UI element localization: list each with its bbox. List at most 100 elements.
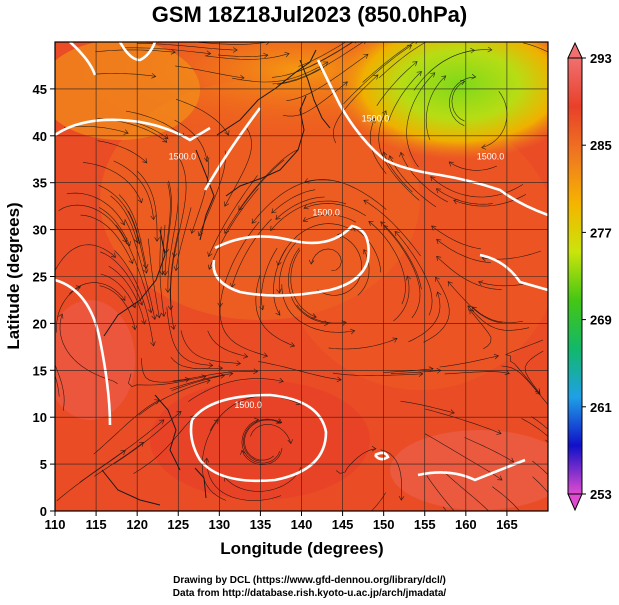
colorbar-tick-label: 253: [590, 487, 612, 502]
streamline: [208, 188, 259, 270]
streamline: [430, 176, 524, 198]
streamline: [425, 75, 447, 141]
streamline: [436, 239, 491, 264]
streamline-arrowhead: [204, 157, 210, 163]
streamline: [424, 433, 503, 481]
streamline-arrowhead: [449, 409, 455, 415]
contour-label: 1500.0: [362, 114, 390, 124]
streamline-arrowhead: [398, 495, 405, 501]
streamline-arrowhead: [238, 205, 244, 211]
streamline: [394, 231, 433, 316]
streamline-arrowhead: [471, 73, 477, 80]
streamline: [95, 73, 156, 77]
streamline: [206, 458, 282, 501]
streamline-arrowhead: [363, 199, 369, 205]
streamline: [169, 373, 233, 390]
streamline-arrowhead: [566, 560, 571, 565]
y-tick-label: 45: [33, 82, 47, 97]
streamline-arrowhead: [125, 240, 131, 247]
streamline-arrowhead: [469, 309, 475, 315]
streamline-arrowhead: [284, 52, 290, 58]
streamline-arrowhead: [287, 439, 293, 445]
streamline-arrowhead: [170, 49, 176, 55]
streamline: [243, 418, 282, 462]
colorbar-min-arrow: [567, 493, 583, 512]
streamline-arrowhead: [471, 306, 477, 312]
streamline-arrowhead: [224, 130, 230, 136]
streamline-arrowhead: [239, 74, 245, 81]
streamline-arrowhead: [213, 419, 219, 425]
streamline-arrowhead: [262, 352, 269, 358]
x-tick-label: 135: [250, 517, 272, 532]
x-tick-label: 150: [373, 517, 395, 532]
streamline-arrowhead: [138, 441, 145, 447]
streamline: [224, 159, 285, 234]
streamline: [436, 188, 493, 205]
streamline: [138, 379, 211, 416]
x-tick-label: 130: [208, 517, 230, 532]
streamline-arrowhead: [162, 137, 168, 143]
streamline: [376, 61, 418, 106]
streamline: [388, 71, 422, 122]
streamline: [100, 273, 136, 308]
streamline: [232, 61, 329, 83]
streamline-arrowhead: [275, 310, 281, 316]
x-tick-label: 155: [414, 517, 436, 532]
credit-line-dcl: Drawing by DCL (https://www.gfd-dennou.o…: [173, 575, 446, 586]
streamline: [171, 375, 225, 391]
streamline: [173, 154, 187, 258]
y-tick-label: 20: [33, 316, 47, 331]
streamline-arrowhead: [418, 371, 424, 377]
streamline-arrowhead: [159, 270, 165, 276]
streamline: [97, 140, 148, 164]
streamline-arrowhead: [431, 225, 437, 231]
streamline-arrowhead: [207, 264, 214, 270]
streamline-arrowhead: [323, 61, 329, 67]
streamline-arrowhead: [436, 291, 442, 297]
streamline: [217, 54, 268, 57]
colorbar-ramp: [568, 58, 582, 494]
streamline: [224, 466, 302, 492]
streamline: [170, 249, 176, 330]
streamline-arrowhead: [131, 303, 137, 309]
streamline-arrowhead: [190, 228, 196, 234]
streamline-arrowhead: [447, 281, 453, 287]
streamline: [224, 128, 252, 207]
x-tick-label: 140: [291, 517, 313, 532]
streamline-arrowhead: [363, 53, 369, 59]
streamline: [449, 76, 476, 126]
streamline: [98, 184, 140, 245]
streamline-arrowhead: [266, 42, 270, 46]
x-tick-label: 160: [455, 517, 477, 532]
streamline-arrowhead: [150, 215, 156, 221]
streamline: [332, 372, 423, 376]
streamline-arrowhead: [137, 198, 143, 204]
streamline: [219, 302, 268, 357]
streamline-arrowhead: [448, 161, 454, 167]
streamline: [99, 285, 136, 330]
streamline-arrowhead: [412, 61, 418, 67]
streamline-arrowhead: [203, 457, 210, 463]
streamline: [501, 365, 548, 406]
streamline-arrowhead: [155, 313, 162, 319]
streamline: [56, 450, 126, 502]
y-tick-label: 10: [33, 410, 47, 425]
streamline: [431, 225, 481, 250]
y-axis: 0 5 10 15 20 25 30 35 40 45: [33, 82, 55, 519]
streamline-arrowhead: [435, 276, 440, 282]
streamline: [108, 265, 145, 325]
streamline-arrowhead: [276, 288, 282, 294]
x-tick-label: 165: [496, 517, 518, 532]
streamline: [439, 355, 499, 368]
streamline-arrowhead: [388, 155, 394, 161]
streamline: [492, 486, 520, 511]
streamline-arrowhead: [147, 308, 154, 314]
streamline: [80, 214, 133, 264]
streamline-arrowhead: [362, 34, 367, 38]
streamline-arrowhead: [363, 249, 369, 255]
colorbar: 253 261 269 277 285 293: [567, 41, 612, 512]
streamline: [281, 284, 355, 333]
streamline-arrowhead: [364, 42, 366, 45]
streamline: [425, 408, 502, 434]
streamline-arrowhead: [123, 129, 129, 135]
